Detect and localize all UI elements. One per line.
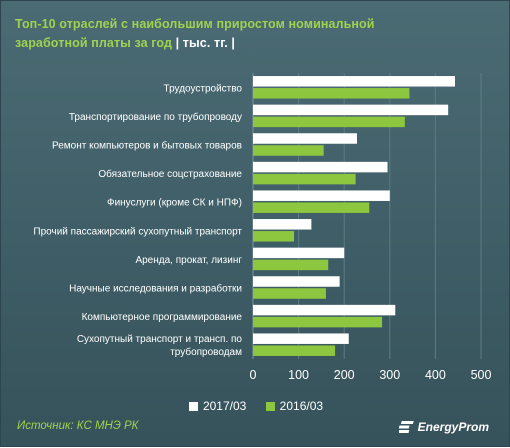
category-label: Научные исследования и разработки xyxy=(69,283,242,295)
legend: 2017/03 2016/03 xyxy=(1,399,510,414)
bar-2017 xyxy=(253,161,388,173)
bar-2017 xyxy=(253,133,357,144)
bar-2016 xyxy=(253,88,410,99)
bar-2017 xyxy=(253,276,340,287)
chart-title: Топ-10 отраслей с наибольшим приростом н… xyxy=(15,15,415,53)
bar-2017 xyxy=(253,190,390,201)
bar-2017 xyxy=(253,104,449,116)
category-label: Финуслуги (кроме СК и НПФ) xyxy=(107,198,242,209)
category-label: Ремонт компьютеров и бытовых товаров xyxy=(52,140,242,152)
brand-logo: EnergyProm xyxy=(398,420,489,434)
x-tick-label-400: 400 xyxy=(425,368,446,382)
bar-2016 xyxy=(253,259,329,271)
legend-label-2016: 2016/03 xyxy=(279,399,324,413)
bar-2017 xyxy=(253,247,345,259)
category-label: Сухопутный транспорт и трансп. по xyxy=(77,334,243,345)
x-tick-label-500: 500 xyxy=(471,368,492,382)
category-label: трубопроводам xyxy=(170,346,242,358)
brand-name: EnergyProm xyxy=(417,420,489,434)
bar-2016 xyxy=(253,145,324,156)
energyprom-logo-icon xyxy=(398,421,414,433)
category-label: Прочий пассажирский сухопутный транспорт xyxy=(33,226,242,237)
x-tick-label-100: 100 xyxy=(288,368,309,382)
bar-2016 xyxy=(253,116,405,128)
legend-item-2017: 2017/03 xyxy=(188,399,247,413)
bar-2017 xyxy=(253,76,456,87)
bar-2016 xyxy=(253,345,336,356)
source-note: Источник: КС МНЭ РК xyxy=(17,420,139,432)
category-label: Обязательное соцстрахование xyxy=(98,168,242,180)
legend-swatch-2016 xyxy=(265,401,275,411)
category-label: Трудоустройство xyxy=(164,83,243,94)
x-tick-label-300: 300 xyxy=(379,368,400,382)
x-tick-label-0: 0 xyxy=(250,368,257,382)
legend-swatch-2017 xyxy=(188,401,198,411)
legend-label-2017: 2017/03 xyxy=(202,399,247,413)
legend-item-2016: 2016/03 xyxy=(265,399,324,413)
category-label: Аренда, прокат, лизинг xyxy=(135,255,242,266)
category-label: Транспортирование по трубопроводу xyxy=(69,111,242,123)
x-tick-label-200: 200 xyxy=(334,368,355,382)
category-label: Компьютерное программирование xyxy=(82,312,243,323)
title-main: Топ-10 отраслей с наибольшим приростом н… xyxy=(15,17,375,50)
bar-2017 xyxy=(253,304,396,316)
bar-2016 xyxy=(253,231,295,242)
bar-2017 xyxy=(253,333,349,344)
bar-2017 xyxy=(253,219,312,230)
bar-2016 xyxy=(253,288,326,299)
bar-2016 xyxy=(253,173,356,185)
title-unit: | тыс. тг. | xyxy=(175,36,235,50)
bar-2016 xyxy=(253,316,383,328)
bar-2016 xyxy=(253,202,370,213)
